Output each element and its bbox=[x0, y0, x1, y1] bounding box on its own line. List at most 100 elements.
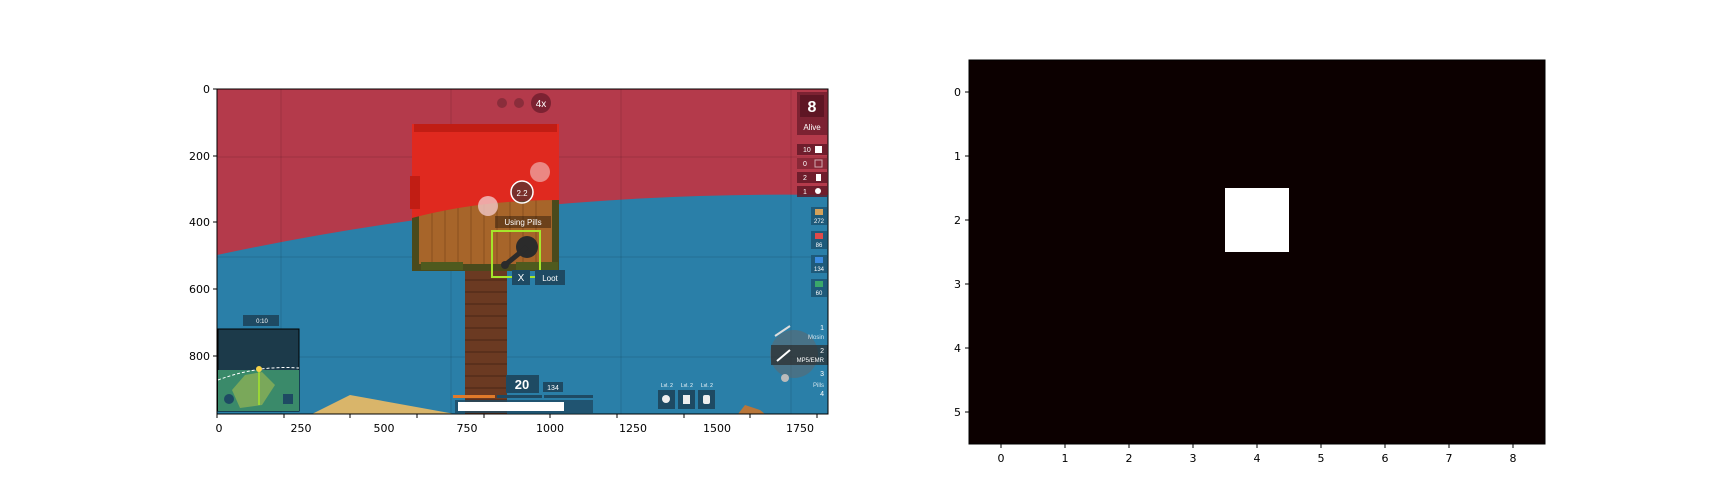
heatmap-cell-2-6 bbox=[1353, 188, 1418, 253]
heatmap-cell-0-6 bbox=[1353, 60, 1418, 125]
minimap[interactable]: 0:10 bbox=[217, 315, 300, 412]
heatmap-cell-3-5 bbox=[1289, 252, 1354, 317]
fist-icon bbox=[781, 374, 789, 382]
heatmap-x-tick-3: 3 bbox=[1190, 452, 1197, 465]
heatmap-cell-2-8 bbox=[1481, 188, 1546, 253]
heatmap-axes: 0 1 2 3 4 5 6 7 8 0 1 2 3 4 5 bbox=[954, 86, 1517, 465]
heatmap-cell-2-7 bbox=[1417, 188, 1482, 253]
gas-timer: 0:10 bbox=[256, 319, 268, 325]
heatmap-cell-2-1 bbox=[1033, 188, 1098, 253]
weapon-slot-4[interactable]: 4 bbox=[820, 391, 824, 398]
x-tick-1500: 1500 bbox=[703, 422, 731, 435]
weapon-name-4: Pills bbox=[813, 383, 824, 389]
ammo-762-count: 272 bbox=[814, 219, 825, 225]
weapon-name-1: Mosin bbox=[808, 335, 824, 341]
x-tick-0: 0 bbox=[216, 422, 223, 435]
heatmap-cell-3-1 bbox=[1033, 252, 1098, 317]
heatmap-x-tick-0: 0 bbox=[998, 452, 1005, 465]
soda-count: 2 bbox=[803, 175, 807, 182]
enemy-icon bbox=[530, 162, 550, 182]
interact-button[interactable] bbox=[535, 270, 565, 285]
heatmap-cell-4-4 bbox=[1225, 316, 1290, 381]
heatmap-cells bbox=[969, 60, 1546, 445]
weapon-slot-1[interactable]: 1 bbox=[820, 325, 824, 332]
heatmap-x-tick-2: 2 bbox=[1126, 452, 1133, 465]
hud-dot-icon bbox=[497, 98, 507, 108]
x-tick-1250: 1250 bbox=[619, 422, 647, 435]
medkit-count: 0 bbox=[803, 161, 807, 168]
weapon-slots[interactable]: 1 Mosin 2 MP5/EMR 3 Pills 4 bbox=[770, 325, 828, 398]
ammo-9mm-icon bbox=[815, 257, 823, 263]
interact-key-label: X bbox=[518, 273, 525, 284]
heatmap-cell-5-8 bbox=[1481, 380, 1546, 445]
action-text: Using Pills bbox=[504, 218, 541, 227]
mp5-icon bbox=[776, 349, 791, 362]
heatmap-cell-3-0 bbox=[969, 252, 1034, 317]
helmet-level: Lvl. 2 bbox=[661, 383, 673, 389]
zoom-indicator bbox=[531, 93, 551, 113]
heatmap-y-tick-2: 2 bbox=[954, 214, 961, 227]
pills-count: 1 bbox=[803, 189, 807, 196]
heatmap-panel: 0 1 2 3 4 5 6 7 8 0 1 2 3 4 5 bbox=[954, 59, 1546, 465]
heatmap-cell-4-8 bbox=[1481, 316, 1546, 381]
helmet-icon bbox=[662, 395, 670, 403]
interact-label: Loot bbox=[542, 274, 558, 283]
ammo-556-icon bbox=[815, 281, 823, 287]
x-tick-1750: 1750 bbox=[786, 422, 814, 435]
heatmap-cell-1-1 bbox=[1033, 124, 1098, 189]
medkit-icon bbox=[814, 159, 823, 168]
enemy-icon bbox=[478, 196, 498, 216]
left-x-axis: 0 250 500 750 1000 1250 1500 1750 bbox=[216, 414, 818, 435]
zoom-label: 4x bbox=[536, 99, 547, 110]
ammo-9mm-count: 134 bbox=[814, 267, 825, 273]
heatmap-y-tick-5: 5 bbox=[954, 406, 961, 419]
heatmap-cell-0-0 bbox=[969, 60, 1034, 125]
gear-panel: Lvl. 2 Lvl. 2 Lvl. 2 bbox=[658, 383, 715, 409]
y-tick-0: 0 bbox=[203, 83, 210, 96]
heatmap-x-tick-5: 5 bbox=[1318, 452, 1325, 465]
heatmap-cell-2-3 bbox=[1161, 188, 1226, 253]
heatmap-cell-4-2 bbox=[1097, 316, 1162, 381]
pills-icon bbox=[815, 188, 821, 194]
heatmap-cell-1-6 bbox=[1353, 124, 1418, 189]
sand-patch bbox=[312, 395, 455, 414]
heatmap-cell-1-5 bbox=[1289, 124, 1354, 189]
heatmap-x-tick-8: 8 bbox=[1510, 452, 1517, 465]
heatmap-cell-5-2 bbox=[1097, 380, 1162, 445]
player-marker-icon bbox=[256, 366, 262, 372]
left-y-axis: 0 200 400 600 800 bbox=[189, 83, 217, 363]
heatmap-cell-3-4 bbox=[1225, 252, 1290, 317]
bandage-icon bbox=[815, 146, 822, 153]
heatmap-cell-3-2 bbox=[1097, 252, 1162, 317]
ammo-12g-icon bbox=[815, 233, 823, 239]
alive-label: Alive bbox=[803, 123, 821, 132]
weapon-slot-2[interactable]: 2 bbox=[820, 348, 824, 355]
action-timer-ring bbox=[510, 180, 534, 204]
heatmap-y-tick-4: 4 bbox=[954, 342, 961, 355]
health-bar bbox=[458, 402, 564, 411]
backpack-level: Lvl. 2 bbox=[701, 383, 713, 389]
interact-key[interactable] bbox=[512, 270, 530, 285]
heatmap-x-tick-1: 1 bbox=[1062, 452, 1069, 465]
y-tick-800: 800 bbox=[189, 350, 210, 363]
heatmap-cell-5-1 bbox=[1033, 380, 1098, 445]
heatmap-cell-1-8 bbox=[1481, 124, 1546, 189]
minimap-toggle-icon[interactable] bbox=[283, 394, 293, 404]
heatmap-cell-2-0 bbox=[969, 188, 1034, 253]
heatmap-cell-2-4 bbox=[1225, 188, 1290, 253]
zoom-out-icon[interactable] bbox=[224, 394, 234, 404]
heatmap-cell-4-3 bbox=[1161, 316, 1226, 381]
heatmap-cell-5-7 bbox=[1417, 380, 1482, 445]
weapon-slot-3[interactable]: 3 bbox=[820, 371, 824, 378]
sand-patch-2 bbox=[738, 405, 765, 414]
ammo-loaded: 20 bbox=[515, 377, 529, 392]
y-tick-600: 600 bbox=[189, 283, 210, 296]
wooden-dock bbox=[465, 268, 507, 414]
heatmap-cell-3-7 bbox=[1417, 252, 1482, 317]
bandage-count: 10 bbox=[803, 147, 811, 154]
soda-icon bbox=[816, 174, 821, 181]
roof-trim bbox=[414, 124, 557, 132]
heatmap-x-tick-4: 4 bbox=[1254, 452, 1261, 465]
weapon-name-2: MP5/EMR bbox=[797, 358, 825, 364]
heatmap-cell-0-7 bbox=[1417, 60, 1482, 125]
